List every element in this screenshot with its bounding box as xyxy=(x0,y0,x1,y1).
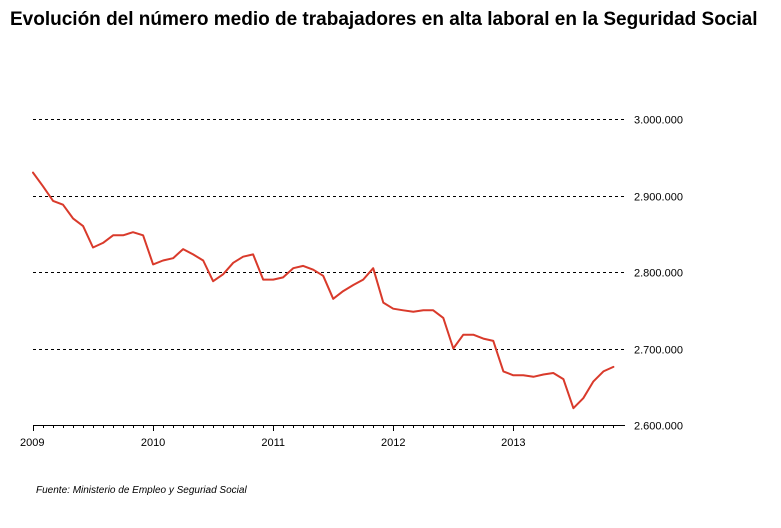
y-tick-label: 2.600.000 xyxy=(634,421,683,433)
x-tick-label: 2013 xyxy=(501,437,525,449)
x-tick-label: 2010 xyxy=(141,437,165,449)
chart-title: Evolución del número medio de trabajador… xyxy=(10,9,758,30)
x-tick-label: 2009 xyxy=(20,437,44,449)
y-tick-label: 3.000.000 xyxy=(634,115,683,127)
x-tick-label: 2012 xyxy=(381,437,405,449)
x-tick-label: 2011 xyxy=(261,437,285,449)
series-line xyxy=(32,171,615,410)
source-note: Fuente: Ministerio de Empleo y Seguriad … xyxy=(36,485,247,496)
y-tick-label: 2.900.000 xyxy=(634,192,683,204)
y-tick-label: 2.700.000 xyxy=(634,345,683,357)
y-tick-label: 2.800.000 xyxy=(634,268,683,280)
